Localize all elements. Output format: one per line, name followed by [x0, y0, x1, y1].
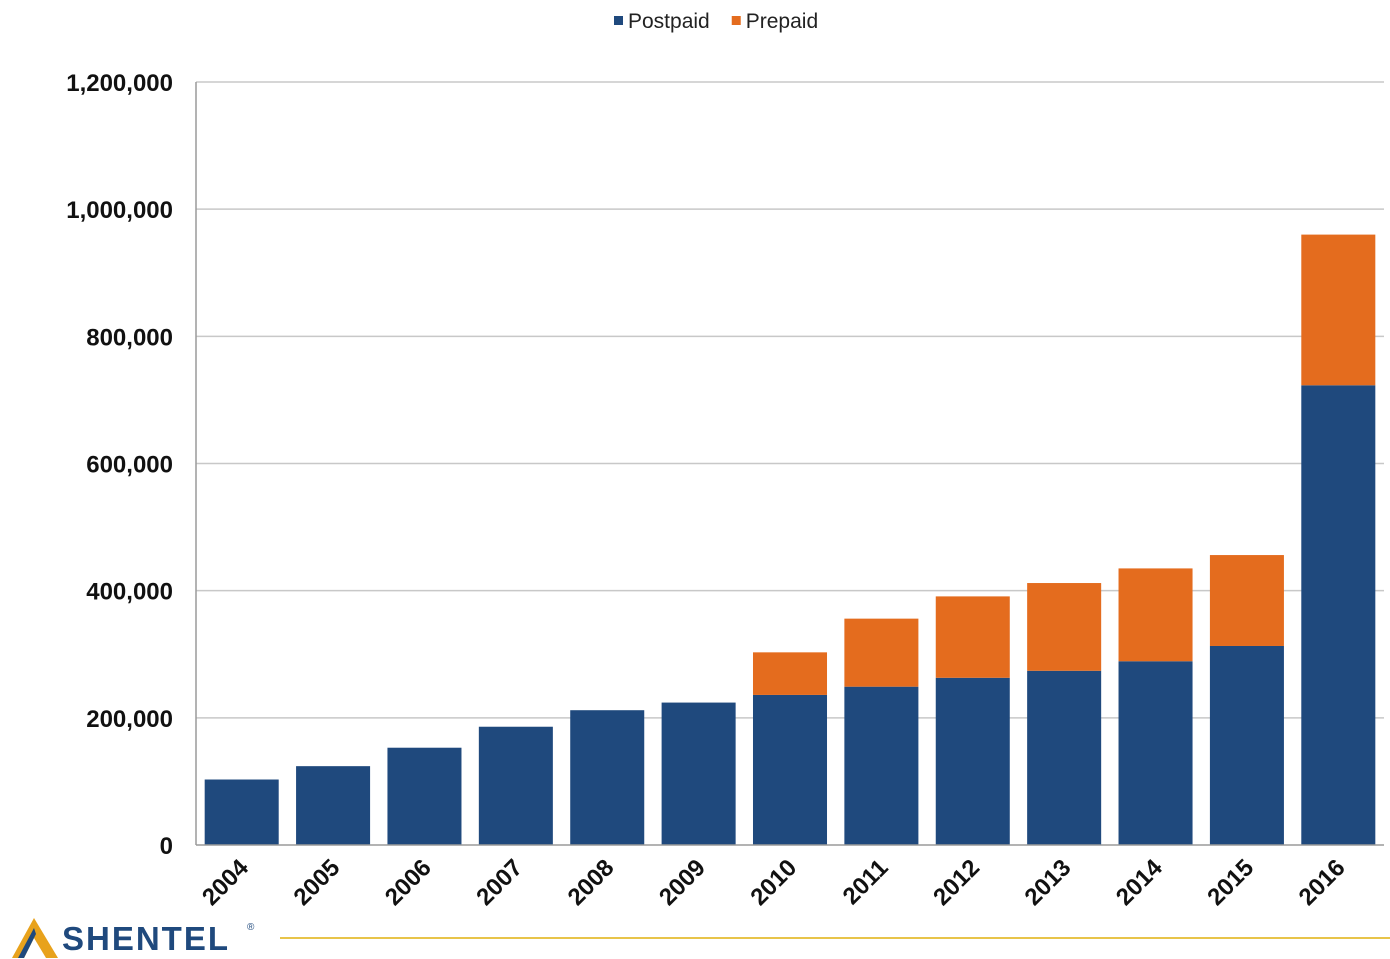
y-tick-label: 0 — [160, 833, 173, 860]
y-tick-label: 800,000 — [86, 324, 173, 351]
x-tick-label: 2013 — [1020, 854, 1077, 911]
gridlines — [196, 81, 1384, 719]
bar-postpaid-2010 — [752, 694, 828, 845]
shentel-triangle-icon — [12, 918, 58, 958]
logo-text: SHENTEL — [62, 920, 230, 957]
x-tick-label: 2010 — [745, 854, 802, 911]
bar-postpaid-2014 — [1118, 661, 1193, 845]
legend-label-prepaid: Prepaid — [746, 10, 818, 33]
x-tick-label: 2015 — [1202, 854, 1259, 911]
legend: Postpaid Prepaid — [614, 10, 818, 33]
y-tick-label: 600,000 — [86, 452, 173, 479]
x-tick-label: 2016 — [1294, 854, 1351, 911]
bar-postpaid-2006 — [387, 747, 462, 845]
bar-postpaid-2008 — [570, 710, 645, 845]
bar-postpaid-2011 — [844, 686, 919, 845]
bar-postpaid-2016 — [1301, 385, 1376, 845]
legend-label-postpaid: Postpaid — [628, 10, 710, 33]
bar-postpaid-2015 — [1209, 645, 1284, 845]
bar-postpaid-2013 — [1027, 670, 1102, 845]
x-tick-label: 2007 — [471, 854, 528, 911]
x-tick-label: 2005 — [288, 854, 345, 911]
y-tick-label: 200,000 — [86, 706, 173, 733]
bar-postpaid-2005 — [296, 766, 371, 845]
bars — [204, 234, 1376, 845]
y-tick-label: 1,200,000 — [66, 70, 173, 97]
bar-prepaid-2012 — [935, 596, 1010, 678]
y-tick-label: 400,000 — [86, 579, 173, 606]
x-tick-label: 2011 — [838, 854, 894, 910]
logo-registered-mark: ® — [247, 922, 255, 933]
bar-postpaid-2012 — [935, 677, 1010, 845]
shentel-logo: SHENTEL ® — [12, 918, 255, 958]
legend-swatch-prepaid — [731, 16, 741, 25]
x-tick-label: 2004 — [197, 854, 254, 911]
x-tick-label: 2008 — [563, 854, 620, 911]
x-tick-label: 2006 — [380, 854, 437, 911]
x-tick-label: 2014 — [1111, 854, 1168, 911]
bar-postpaid-2007 — [478, 726, 553, 845]
bar-prepaid-2016 — [1301, 234, 1376, 386]
bar-prepaid-2013 — [1027, 583, 1102, 671]
bar-prepaid-2014 — [1118, 568, 1193, 662]
x-tick-label: 2012 — [928, 854, 985, 911]
legend-swatch-postpaid — [614, 16, 623, 25]
bar-prepaid-2011 — [844, 618, 919, 687]
bar-postpaid-2004 — [204, 779, 279, 845]
y-tick-label: 1,000,000 — [66, 197, 173, 224]
bar-prepaid-2010 — [752, 652, 828, 695]
x-tick-label: 2009 — [654, 854, 711, 911]
bar-postpaid-2009 — [661, 702, 736, 845]
bar-prepaid-2015 — [1209, 555, 1284, 646]
